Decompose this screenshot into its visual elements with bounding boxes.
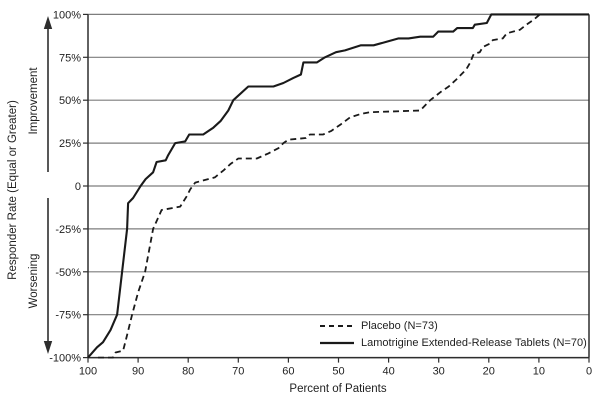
- y-tick-label: 25%: [59, 138, 81, 150]
- legend-item-placebo: Placebo (N=73): [320, 319, 587, 333]
- up-arrowhead-icon: [43, 16, 53, 29]
- x-tick-label: 20: [483, 366, 495, 378]
- y-tick-label: 100%: [53, 9, 81, 21]
- legend-label-lamotrigine: Lamotrigine Extended-Release Tablets (N=…: [361, 337, 587, 349]
- y-tick-label: -75%: [55, 310, 81, 322]
- x-tick-label: 30: [433, 366, 445, 378]
- improvement-label: Improvement: [28, 67, 40, 135]
- y-tick-label: 0: [75, 181, 81, 193]
- solid-line-sample-icon: [320, 341, 354, 345]
- x-tick-label: 60: [282, 366, 294, 378]
- y-tick-label: 50%: [59, 95, 81, 107]
- x-tick-label: 70: [232, 366, 244, 378]
- down-arrowhead-icon: [43, 341, 53, 354]
- y-axis-title: Responder Rate (Equal or Greater): [7, 100, 19, 280]
- x-tick-label: 0: [586, 366, 592, 378]
- series-line-lamotrigine: [87, 13, 589, 359]
- x-tick-label: 100: [79, 366, 97, 378]
- x-axis-title: Percent of Patients: [289, 383, 387, 395]
- worsening-label: Worsening: [28, 253, 40, 309]
- legend-label-placebo: Placebo (N=73): [361, 320, 438, 332]
- y-tick-label: -50%: [55, 267, 81, 279]
- y-tick-label: 75%: [59, 52, 81, 64]
- x-tick-label: 10: [533, 366, 545, 378]
- x-tick-label: 40: [382, 366, 394, 378]
- legend: Placebo (N=73) Lamotrigine Extended-Rele…: [320, 319, 587, 350]
- y-tick-label: -25%: [55, 224, 81, 236]
- x-tick-label: 90: [132, 366, 144, 378]
- x-tick-label: 80: [182, 366, 194, 378]
- dashed-line-sample-icon: [320, 325, 354, 327]
- x-tick-label: 50: [332, 366, 344, 378]
- legend-item-lamotrigine: Lamotrigine Extended-Release Tablets (N=…: [320, 336, 587, 350]
- y-tick-label: -100%: [49, 353, 81, 365]
- series-line-placebo: [98, 13, 589, 359]
